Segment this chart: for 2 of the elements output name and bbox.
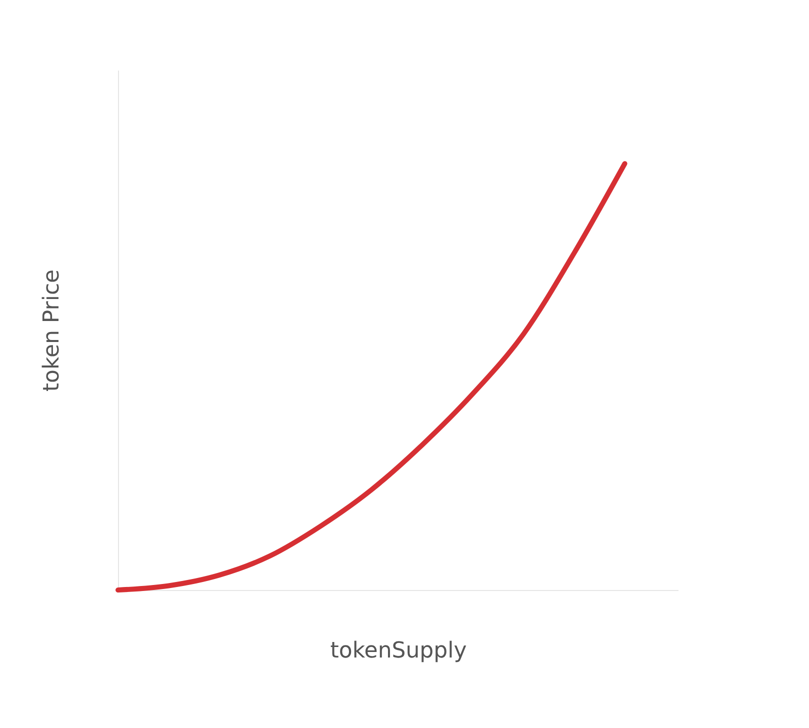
y-axis-title: token Price	[40, 269, 64, 392]
x-axis-title: tokenSupply	[330, 638, 467, 664]
